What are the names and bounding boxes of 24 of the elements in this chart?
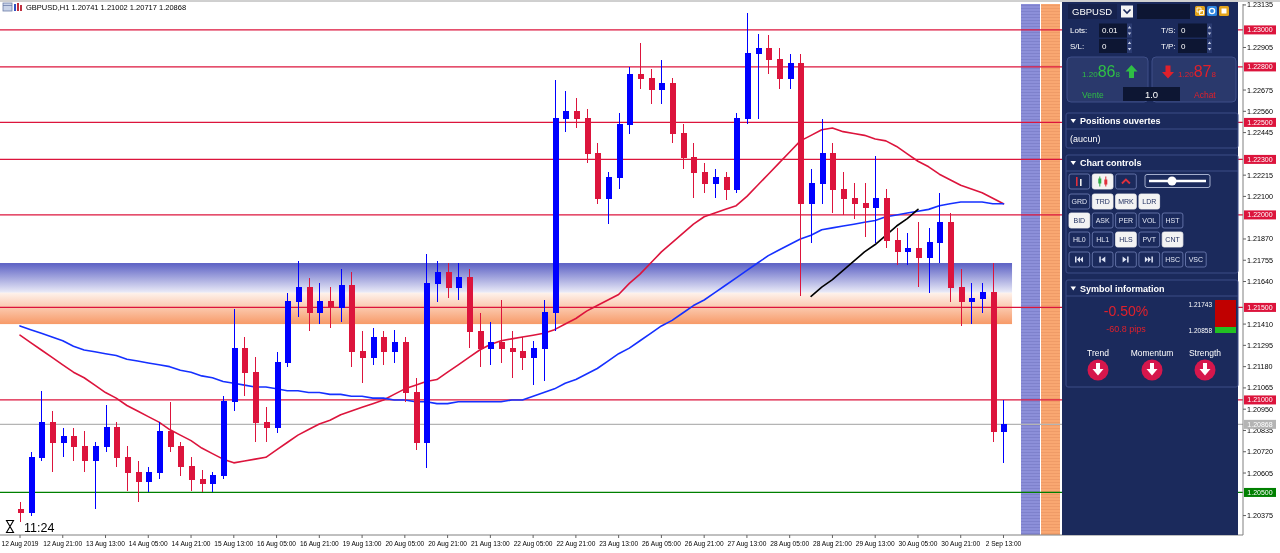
text: 1.0 xyxy=(1144,88,1159,100)
text: Trend xyxy=(1087,347,1110,358)
text: -0.50% xyxy=(1103,303,1149,319)
text: T/S: xyxy=(1161,26,1176,35)
text: Strength xyxy=(1188,347,1222,358)
text: S/L: xyxy=(1070,41,1085,51)
text: 0.01 xyxy=(1102,26,1119,35)
text: (aucun) xyxy=(1070,133,1101,144)
text: Chart controls xyxy=(1080,158,1142,168)
text: 0 xyxy=(1181,26,1186,35)
text: Achat xyxy=(1194,89,1217,100)
text: Lots: xyxy=(1070,26,1088,35)
annotation: 11:24 xyxy=(24,521,55,535)
text: -60.8 pips xyxy=(1106,324,1147,334)
text: 0 xyxy=(1102,41,1107,51)
text: Symbol information xyxy=(1080,283,1165,294)
text: Momentum xyxy=(1130,347,1174,358)
text: GBPUSD xyxy=(1072,6,1113,17)
text: T/P: xyxy=(1161,41,1176,51)
text: 0 xyxy=(1181,41,1186,51)
text: 1.20878 xyxy=(1178,63,1217,80)
text: 1.20868 xyxy=(1082,63,1121,80)
text: Positions ouvertes xyxy=(1080,116,1161,126)
text: Vente xyxy=(1082,89,1105,100)
